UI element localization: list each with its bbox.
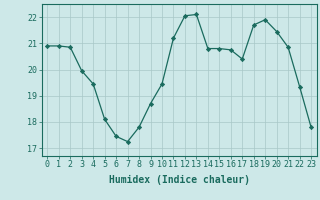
X-axis label: Humidex (Indice chaleur): Humidex (Indice chaleur)	[109, 175, 250, 185]
